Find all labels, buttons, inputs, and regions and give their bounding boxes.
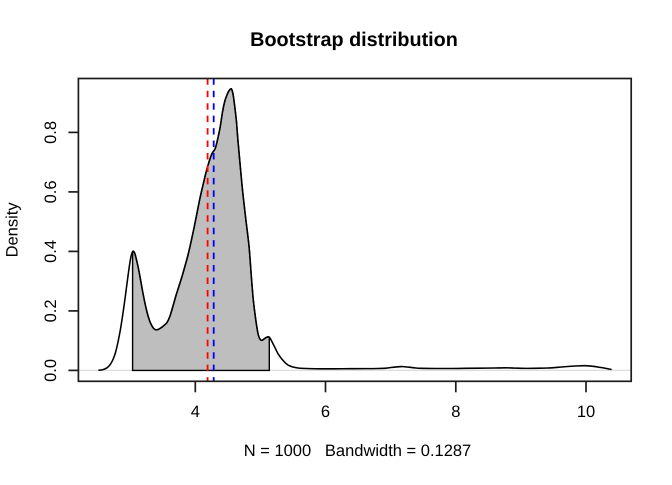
svg-text:0.8: 0.8 <box>42 121 60 144</box>
svg-text:Density: Density <box>4 202 22 258</box>
svg-text:0.2: 0.2 <box>42 299 60 322</box>
svg-text:10: 10 <box>577 403 595 421</box>
svg-text:0.0: 0.0 <box>42 359 60 382</box>
svg-text:0.6: 0.6 <box>42 180 60 203</box>
svg-text:6: 6 <box>321 403 330 421</box>
svg-text:4: 4 <box>191 403 200 421</box>
svg-text:Bootstrap distribution: Bootstrap distribution <box>250 29 458 51</box>
svg-text:N = 1000 Bandwidth = 0.1287: N = 1000 Bandwidth = 0.1287 <box>244 442 472 460</box>
svg-text:0.4: 0.4 <box>42 240 60 263</box>
svg-text:8: 8 <box>451 403 460 421</box>
